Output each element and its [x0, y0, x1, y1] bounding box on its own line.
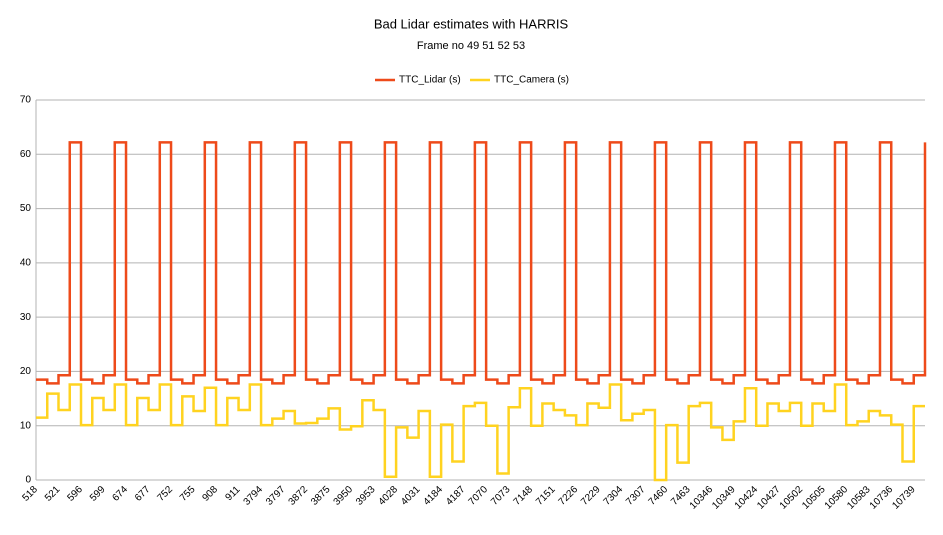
legend-label: TTC_Lidar (s) [399, 75, 461, 86]
x-tick-label: 3872 [287, 484, 311, 508]
y-tick-label: 30 [20, 312, 32, 323]
x-tick-label: 7229 [579, 484, 603, 508]
x-tick-label: 3797 [264, 484, 288, 508]
x-tick-label: 10505 [800, 484, 828, 512]
y-tick-label: 40 [20, 257, 32, 268]
x-tick-label: 10346 [688, 484, 716, 512]
series-line [36, 141, 927, 385]
x-tick-label: 7148 [512, 484, 536, 508]
chart-subtitle: Frame no 49 51 52 53 [417, 40, 525, 52]
x-tick-label: 7151 [534, 484, 558, 508]
x-tick-label: 755 [178, 484, 198, 504]
x-tick-label: 10427 [755, 484, 783, 512]
x-tick-label: 3950 [332, 484, 356, 508]
x-tick-label: 3794 [242, 484, 266, 508]
x-tick-label: 7226 [557, 484, 581, 508]
y-tick-label: 0 [25, 475, 31, 486]
legend-label: TTC_Camera (s) [494, 75, 569, 86]
x-tick-label: 908 [200, 484, 220, 504]
y-tick-label: 20 [20, 366, 32, 377]
x-tick-label: 521 [43, 484, 63, 504]
x-tick-label: 10739 [890, 484, 918, 512]
y-tick-label: 70 [20, 95, 32, 106]
x-tick-label: 10502 [778, 484, 806, 512]
x-tick-label: 7073 [489, 484, 513, 508]
y-tick-label: 50 [20, 203, 32, 214]
x-tick-label: 10580 [823, 484, 851, 512]
x-tick-label: 10736 [868, 484, 896, 512]
x-tick-label: 752 [155, 484, 175, 504]
x-tick-label: 7460 [647, 484, 671, 508]
x-tick-label: 10424 [733, 484, 761, 512]
x-tick-label: 7307 [624, 484, 648, 508]
y-tick-label: 10 [20, 420, 32, 431]
x-tick-label: 518 [20, 484, 40, 504]
chart-title: Bad Lidar estimates with HARRIS [374, 16, 569, 31]
x-tick-label: 4028 [377, 484, 401, 508]
x-tick-label: 911 [223, 484, 242, 503]
x-tick-label: 596 [65, 484, 85, 504]
x-tick-label: 7304 [602, 484, 626, 508]
x-tick-label: 3953 [354, 484, 378, 508]
x-tick-label: 599 [88, 484, 108, 504]
x-tick-label: 10583 [845, 484, 873, 512]
x-tick-label: 4187 [444, 484, 468, 508]
x-tick-label: 674 [110, 484, 130, 504]
x-tick-label: 677 [133, 484, 153, 504]
x-tick-label: 4184 [422, 484, 446, 508]
y-tick-label: 60 [20, 149, 32, 160]
series-line [36, 383, 925, 482]
x-tick-label: 10349 [710, 484, 738, 512]
x-tick-label: 4031 [399, 484, 423, 508]
x-tick-label: 7070 [467, 484, 491, 508]
x-tick-label: 3875 [309, 484, 333, 508]
